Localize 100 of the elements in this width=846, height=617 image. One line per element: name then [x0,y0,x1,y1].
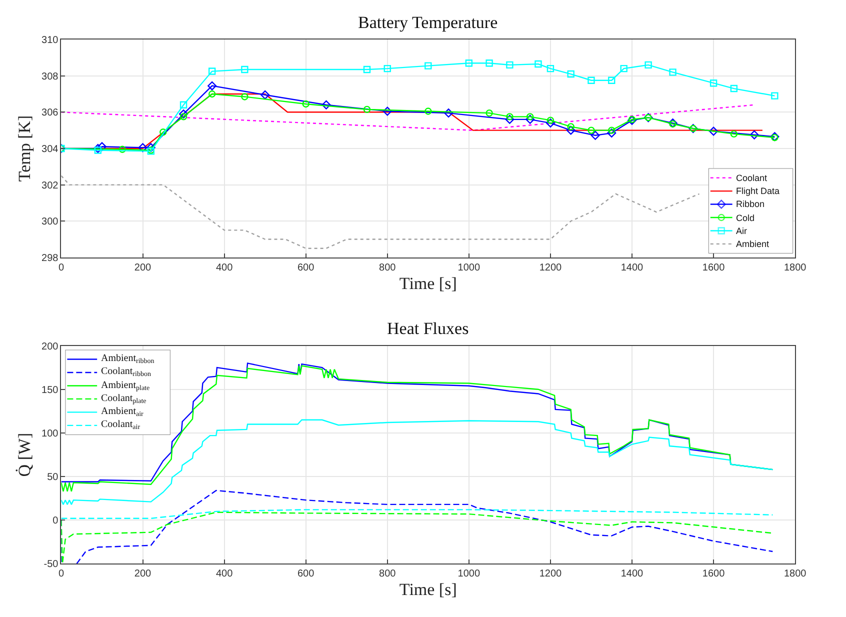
legend-label: Ambient [736,239,770,249]
point [534,60,542,68]
x-tick-label: 1400 [620,568,644,580]
point [546,116,554,124]
point [546,118,555,128]
point [505,114,514,124]
point [608,76,616,84]
point [363,66,371,74]
x-tick-label: 1400 [620,262,644,274]
x-tick-label: 400 [216,262,234,274]
legend-label: Ambient$_{plate}$ [101,380,150,392]
y-tick-label: 150 [42,384,59,396]
y-tick-label: 304 [42,144,59,155]
x-axis-title: Time [s] [399,274,457,293]
y-tick-label: 0 [52,516,59,527]
y-tick-label: -50 [44,559,59,570]
x-tick-label: 200 [134,262,152,274]
x-tick-label: 1800 [784,568,807,580]
x-tick-label: 600 [297,262,315,274]
point [208,90,216,98]
point [750,130,759,140]
point [644,61,652,69]
point [260,90,270,100]
y-tick-label: 300 [42,216,59,228]
point [180,113,188,120]
x-tick-label: 800 [379,262,396,274]
point [607,128,616,138]
point [363,106,371,114]
point [94,146,102,154]
legend-label: Coolant$_{plate}$ [101,393,146,406]
x-tick-label: 1800 [784,262,807,274]
point [180,101,188,108]
x-tick-label: 1600 [702,568,726,580]
point [608,126,616,134]
line-series [61,512,774,564]
point [506,61,514,69]
x-tick-label: 400 [216,568,234,580]
y-tick-label: 308 [42,71,59,82]
point [620,64,628,72]
point [546,64,554,72]
point [526,113,534,120]
legend-label: Cold [736,213,755,223]
x-axis-title: Time [s] [399,580,457,600]
legend-label: Coolant$_{air}$ [101,419,141,432]
chart-title: Heat Fluxes [387,319,469,338]
x-tick-label: 1000 [458,262,480,274]
legend-label: Ribbon [736,199,765,209]
y-tick-label: 50 [47,472,59,484]
point [382,106,392,116]
point [567,70,574,78]
point [138,143,148,152]
point [97,142,106,152]
y-tick-label: 310 [42,35,59,46]
point [730,130,738,138]
line-series [61,419,774,506]
line-series [61,175,700,249]
x-tick-label: 600 [297,568,315,580]
y-axis-title: Q̇ [W] [14,432,34,477]
point [566,126,576,135]
legend-label: Coolant [736,173,768,183]
point [567,123,574,130]
y-tick-label: 200 [42,341,59,352]
legend-label: Air [736,226,747,236]
point [709,126,718,136]
x-tick-label: 200 [134,568,152,580]
point [588,76,595,84]
x-tick-label: 1200 [539,568,562,580]
point [208,68,216,75]
point [730,84,738,92]
x-tick-label: 1200 [539,262,562,274]
point [590,130,600,140]
y-tick-label: 302 [42,180,59,192]
point [669,68,676,76]
legend-label: Flight Data [736,186,780,196]
y-tick-label: 100 [42,428,59,440]
point [444,108,454,118]
point [486,109,493,117]
point [322,100,331,110]
x-tick-label: 1000 [458,568,480,580]
point [93,144,102,153]
chart-title: Battery Temperature [358,13,498,32]
point [486,60,493,67]
point [241,93,248,100]
point [710,79,718,87]
point [526,114,535,124]
point [384,64,391,72]
point [302,100,310,108]
point [506,113,514,120]
line-series [61,509,774,519]
y-tick-label: 306 [42,108,59,119]
legend-label: Ambient$_{air}$ [101,406,144,418]
point [208,81,217,90]
x-tick-label: 800 [379,568,396,580]
point [146,143,156,152]
point [588,126,595,134]
y-axis-title: Temp [K] [15,115,34,182]
legend-label: Ambient$_{ribbon}$ [101,353,155,366]
y-tick-label: 298 [42,252,59,264]
point [424,108,432,115]
point [771,92,778,100]
